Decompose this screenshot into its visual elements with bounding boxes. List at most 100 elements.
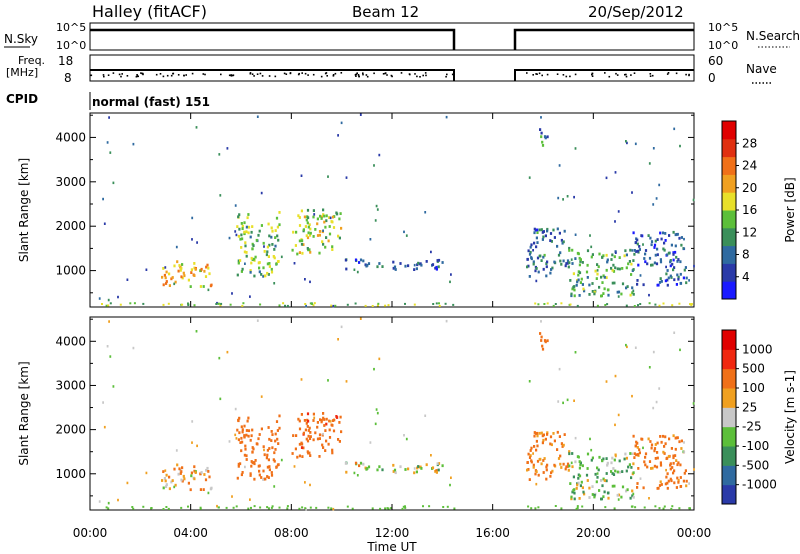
echo-cell: [617, 498, 620, 501]
echo-cell: [323, 214, 326, 218]
echo-cell: [656, 253, 659, 257]
echo-cell: [652, 147, 655, 150]
echo-cell: [180, 478, 183, 482]
echo-cell: [636, 282, 639, 286]
echo-cell: [266, 465, 269, 469]
echo-cell: [570, 292, 573, 296]
echo-cell: [572, 285, 575, 289]
echo-cell: [613, 484, 616, 488]
echo-cell: [307, 434, 310, 438]
echo-cell: [651, 263, 654, 267]
echo-cell: [359, 461, 363, 465]
echo-cell: [679, 463, 682, 467]
nave-point: [103, 75, 105, 78]
echo-cell: [257, 233, 260, 237]
echo-cell: [567, 265, 570, 269]
echo-cell: [237, 462, 240, 466]
echo-cell: [630, 466, 633, 469]
echo-cell: [373, 367, 375, 371]
echo-cell: [578, 474, 582, 478]
beam-title: Beam 12: [352, 3, 419, 21]
echo-cell: [669, 467, 672, 471]
echo-cell: [404, 302, 406, 305]
echo-cell: [629, 293, 632, 297]
echo-cell: [322, 446, 325, 449]
echo-cell: [311, 303, 314, 305]
echo-cell: [573, 491, 576, 495]
echo-cell: [538, 458, 541, 461]
echo-cell: [244, 465, 246, 469]
echo-cell: [430, 250, 432, 254]
echo-cell: [536, 228, 539, 232]
echo-cell: [247, 231, 250, 235]
echo-cell: [358, 464, 361, 468]
echo-cell: [196, 444, 198, 448]
echo-cell: [259, 303, 262, 306]
freq-label: Freq.: [18, 54, 45, 67]
nave-point: [159, 73, 162, 75]
echo-cell: [245, 251, 248, 254]
nave-point: [204, 73, 206, 76]
echo-cell: [129, 302, 132, 305]
echo-cell: [540, 131, 543, 135]
echo-cell: [633, 252, 636, 256]
echo-cell: [679, 348, 681, 352]
echo-cell: [191, 420, 194, 423]
echo-cell: [591, 290, 594, 293]
echo-cell: [675, 459, 678, 462]
echo-cell: [656, 283, 659, 287]
echo-cell: [167, 302, 170, 305]
echo-cell: [336, 212, 339, 216]
nave-point: [366, 75, 369, 78]
echo-cell: [259, 506, 262, 509]
echo-cell: [235, 233, 238, 237]
echo-cell: [685, 276, 688, 280]
echo-cell: [614, 220, 616, 223]
echo-cell: [234, 407, 237, 411]
echo-cell: [142, 505, 145, 508]
echo-cell: [205, 468, 208, 472]
nave-point: [256, 73, 259, 75]
echo-cell: [639, 274, 642, 277]
echo-cell: [218, 153, 221, 156]
echo-cell: [376, 468, 379, 472]
echo-cell: [550, 268, 553, 271]
nave-point: [251, 73, 254, 75]
echo-cell: [600, 294, 603, 298]
echo-cell: [102, 401, 104, 404]
nave-point: [424, 72, 427, 74]
echo-cell: [683, 450, 686, 454]
echo-cell: [576, 483, 579, 487]
echo-cell: [190, 474, 193, 478]
echo-cell: [666, 456, 669, 460]
echo-cell: [375, 408, 378, 411]
nave-point: [90, 74, 93, 77]
echo-cell: [674, 244, 677, 248]
echo-cell: [207, 491, 210, 495]
echo-cell: [232, 506, 235, 509]
echo-cell: [633, 305, 636, 307]
echo-cell: [247, 416, 250, 420]
echo-cell: [659, 260, 663, 264]
echo-cell: [566, 195, 569, 198]
echo-cell: [306, 221, 309, 225]
echo-cell: [636, 249, 639, 253]
echo-cell: [653, 449, 656, 453]
echo-cell: [413, 303, 416, 306]
echo-cell: [624, 249, 627, 253]
echo-cell: [308, 426, 311, 430]
echo-cell: [262, 445, 265, 449]
echo-cell: [650, 243, 653, 247]
echo-cell: [670, 276, 673, 279]
echo-cell: [241, 428, 244, 432]
echo-cell: [278, 211, 281, 214]
echo-cell: [340, 226, 343, 230]
nave-point: [541, 74, 543, 77]
echo-cell: [205, 265, 208, 269]
echo-cell: [250, 464, 253, 468]
echo-cell: [449, 483, 451, 487]
echo-cell: [653, 246, 656, 249]
echo-cell: [673, 331, 676, 334]
echo-cell: [578, 294, 581, 297]
y-axis-title: Slant Range [km]: [17, 158, 31, 262]
